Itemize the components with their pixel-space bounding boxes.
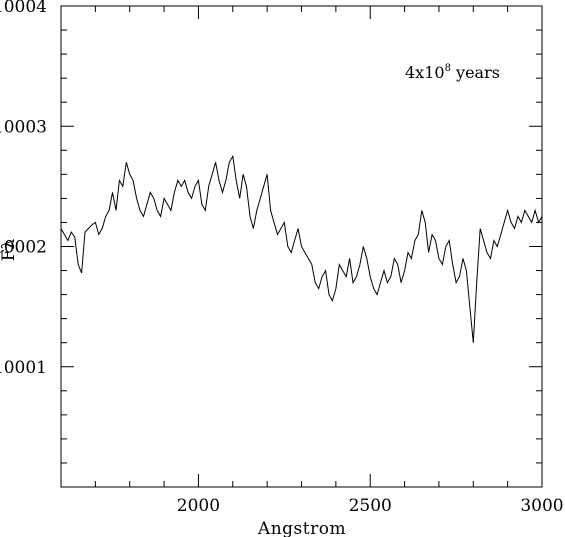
x-tick-label: 2500	[349, 496, 392, 516]
annotation-exponent: 8	[445, 63, 451, 74]
y-tick-label: 10004	[0, 0, 47, 17]
x-tick-label: 2000	[177, 496, 220, 516]
x-tick-label: 3000	[520, 496, 563, 516]
y-tick-label: 10001	[0, 358, 47, 378]
y-axis-label: Fλ	[0, 238, 19, 261]
annotation-suffix: years	[451, 63, 500, 82]
annotation-age: 4x108 years	[405, 63, 500, 82]
series-line	[60, 154, 543, 343]
x-tick-labels: 2000 2500 3000	[177, 496, 564, 516]
x-axis-label: Angstrom	[257, 519, 346, 537]
annotation-base: 4x10	[405, 63, 445, 82]
tick-marks	[60, 5, 543, 488]
y-tick-label: 10003	[0, 117, 47, 137]
